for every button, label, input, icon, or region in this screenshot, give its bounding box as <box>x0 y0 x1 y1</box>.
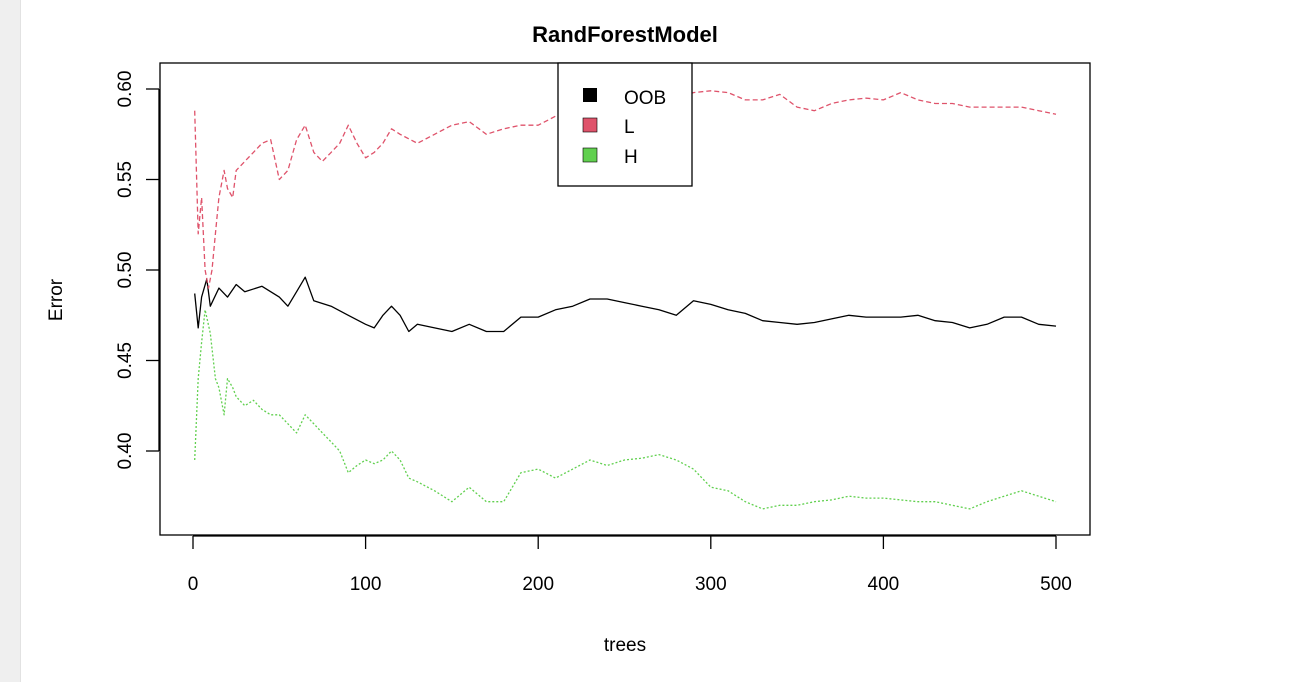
series-line-l <box>194 90 1057 289</box>
left-gutter <box>0 0 21 682</box>
y-tick-label-0.45: 0.45 <box>115 342 136 379</box>
legend-swatch-oob <box>583 88 597 102</box>
chart-title: RandForestModel <box>532 22 718 47</box>
series-layer <box>194 90 1057 510</box>
x-tick-label-100: 100 <box>350 574 382 595</box>
x-axis: 0 100 200 300 400 500 <box>188 535 1072 595</box>
y-tick-label-0.55: 0.55 <box>115 161 136 198</box>
y-tick-label-0.60: 0.60 <box>115 71 136 108</box>
legend-swatch-l <box>582 117 598 133</box>
y-axis-label: Error <box>46 278 67 321</box>
x-tick-label-300: 300 <box>695 574 727 595</box>
x-tick-label-500: 500 <box>1040 574 1072 595</box>
legend-label-oob: OOB <box>624 88 666 109</box>
series-line-h <box>194 309 1057 510</box>
legend-swatch-h <box>582 147 598 163</box>
legend: OOB L H <box>557 62 693 187</box>
y-tick-label-0.40: 0.40 <box>115 433 136 470</box>
y-axis: 0.40 0.45 0.50 0.55 0.60 <box>115 71 160 470</box>
x-axis-label: trees <box>604 635 646 656</box>
legend-box <box>557 62 693 187</box>
series-line-oob <box>194 276 1057 333</box>
x-tick-label-200: 200 <box>522 574 554 595</box>
x-tick-label-0: 0 <box>188 574 199 595</box>
legend-label-h: H <box>624 147 638 168</box>
x-tick-label-400: 400 <box>868 574 900 595</box>
y-tick-label-0.50: 0.50 <box>115 252 136 289</box>
legend-label-l: L <box>624 117 635 138</box>
